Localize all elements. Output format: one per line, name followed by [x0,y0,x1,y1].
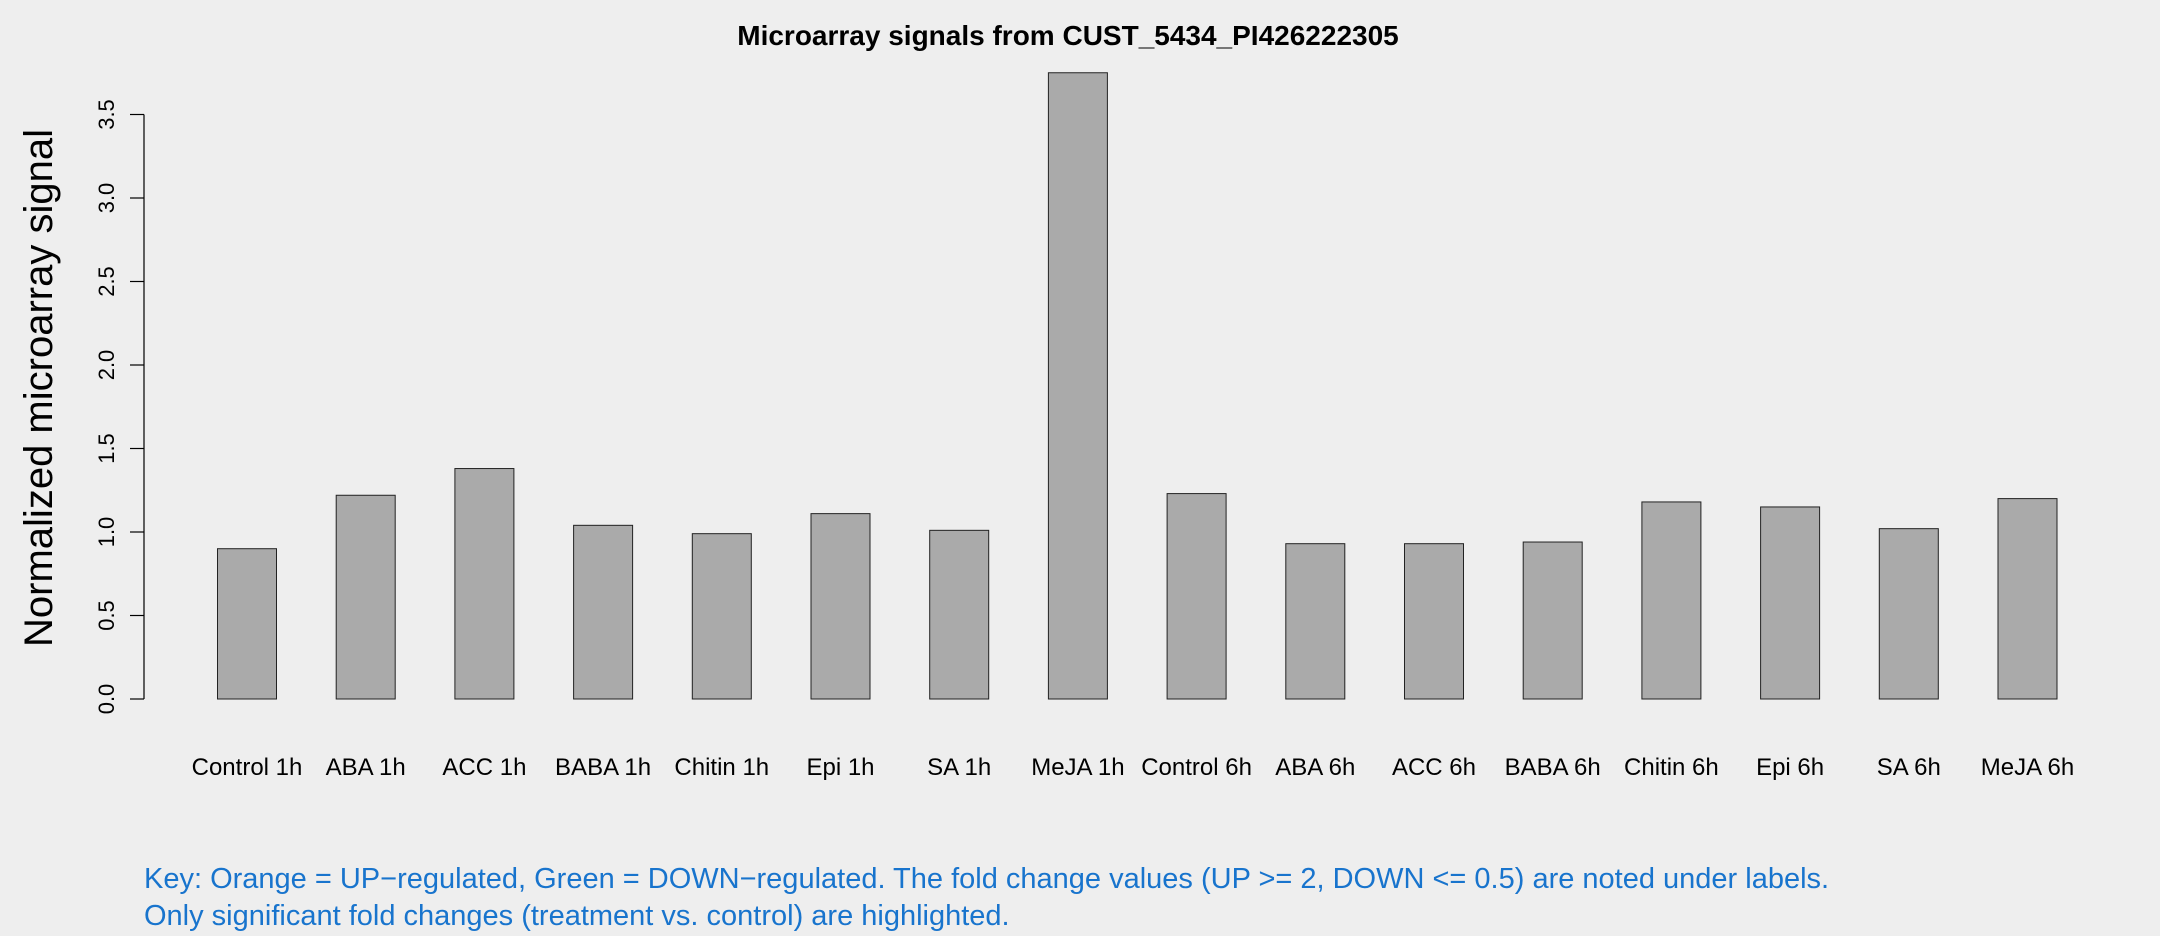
bar [691,533,752,700]
x-category-label: SA 6h [1877,754,1941,781]
chart-title: Microarray signals from CUST_5434_PI4262… [737,20,1399,51]
y-tick-label: 1.5 [94,433,119,464]
y-tick-label: 1.0 [94,517,119,548]
x-category-label: ABA 6h [1275,754,1355,781]
bar [454,468,515,700]
bar [1760,506,1821,700]
key-note-line-2: Only significant fold changes (treatment… [144,900,1010,932]
x-category-label: ACC 1h [442,754,526,781]
bar [1641,501,1702,700]
y-tick-label: 3.5 [94,99,119,130]
bar [217,548,277,700]
x-category-label: Control 1h [192,754,303,781]
y-tick-label: 0.0 [94,684,119,715]
x-axis-labels: Control 1h ABA 1h ACC 1h BABA 1h Chitin 1h Ep… [192,754,2075,781]
bar [1047,72,1108,700]
x-category-label: ACC 6h [1392,754,1476,781]
bars-group [217,72,2058,700]
bar [1166,493,1227,700]
bar [929,529,990,700]
bar [1404,543,1464,700]
bar [1522,541,1583,700]
bar [335,494,396,700]
y-tick-label: 0.5 [94,600,119,631]
y-axis-label: Normalized microarray signal [17,129,61,647]
x-category-label: ABA 1h [326,754,406,781]
bar [1878,528,1939,700]
bar [573,524,634,700]
x-category-label: Chitin 6h [1624,754,1719,781]
bar [1997,498,2058,700]
x-category-label: Control 6h [1141,754,1252,781]
y-axis: 0.0 0.5 1.0 1.5 2.0 2.5 3.0 3.5 [94,99,145,715]
x-category-label: BABA 1h [555,754,651,781]
y-tick-label: 2.5 [94,266,119,297]
bar [810,513,871,700]
x-category-label: MeJA 1h [1031,754,1124,781]
y-tick-label: 3.0 [94,183,119,214]
bar [1285,543,1346,700]
x-category-label: BABA 6h [1505,754,1601,781]
y-tick-label: 2.0 [94,350,119,381]
x-category-label: Chitin 1h [674,754,769,781]
x-category-label: MeJA 6h [1981,754,2074,781]
key-note-line-1: Key: Orange = UP−regulated, Green = DOWN… [144,863,1830,895]
x-category-label: Epi 1h [806,754,874,781]
x-category-label: SA 1h [927,754,991,781]
x-category-label: Epi 6h [1756,754,1824,781]
